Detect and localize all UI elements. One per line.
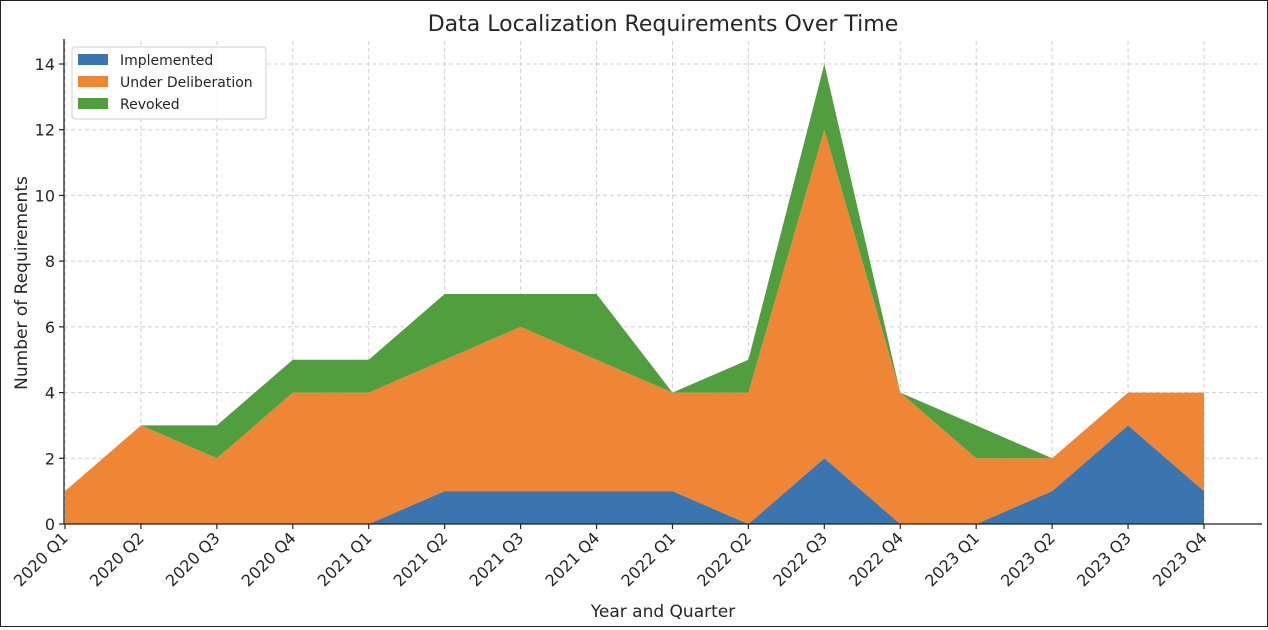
x-tick-label: 2022 Q4 (845, 528, 907, 590)
x-tick-label: 2020 Q3 (162, 528, 224, 590)
chart-title: Data Localization Requirements Over Time (428, 12, 899, 37)
x-tick-label: 2021 Q1 (314, 528, 376, 590)
area-layer (65, 64, 1204, 524)
legend-swatch (78, 76, 108, 87)
y-tick-label: 14 (35, 55, 55, 74)
y-tick-label: 2 (45, 449, 55, 468)
legend-box (71, 46, 267, 120)
x-tick-label: 2023 Q4 (1149, 528, 1211, 590)
y-tick-label: 6 (45, 318, 55, 337)
x-tick-label: 2021 Q4 (541, 528, 603, 590)
legend: Implemented Under Deliberation Revoked (71, 46, 267, 120)
x-tick-label: 2020 Q1 (10, 528, 72, 590)
y-tick-label: 0 (45, 515, 55, 534)
x-tick-label: 2023 Q1 (921, 528, 983, 590)
legend-label: Implemented (120, 53, 213, 69)
area-series-under-deliberation (65, 129, 1204, 524)
x-tick-label: 2022 Q3 (769, 528, 831, 590)
area-series-implemented (65, 425, 1204, 524)
legend-label: Under Deliberation (120, 75, 253, 91)
area-series-revoked (65, 64, 1204, 492)
x-tick-label: 2022 Q1 (617, 528, 679, 590)
x-axis-label: Year and Quarter (590, 602, 735, 622)
x-tick-label: 2021 Q2 (390, 528, 452, 590)
x-tick-label: 2020 Q4 (238, 528, 300, 590)
x-tick-label: 2022 Q2 (693, 528, 755, 590)
x-tick-label: 2021 Q3 (466, 528, 528, 590)
legend-swatch (78, 98, 108, 109)
legend-swatch (78, 54, 108, 65)
y-tick-label: 8 (45, 252, 55, 271)
y-tick-label: 10 (35, 186, 55, 205)
x-tick-label: 2023 Q2 (997, 528, 1059, 590)
y-tick-label: 12 (35, 121, 55, 140)
legend-label: Revoked (120, 97, 180, 113)
y-axis-label: Number of Requirements (12, 176, 32, 390)
y-tick-label: 4 (45, 384, 55, 403)
x-tick-label: 2020 Q2 (86, 528, 148, 590)
x-tick-label: 2023 Q3 (1073, 528, 1135, 590)
